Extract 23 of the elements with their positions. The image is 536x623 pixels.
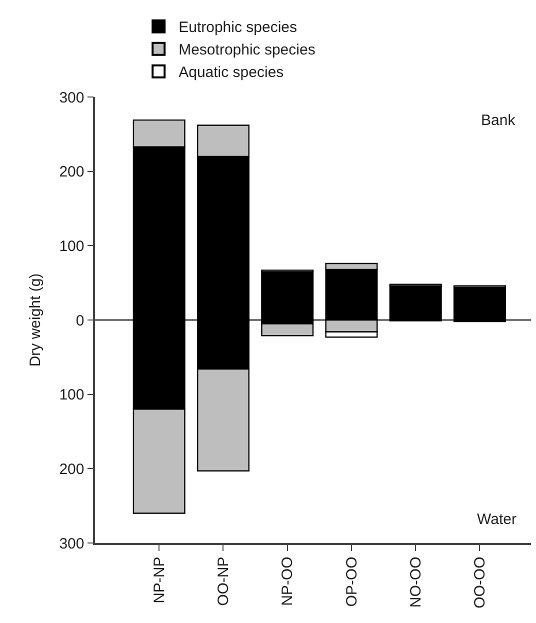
bar [453, 286, 506, 321]
y-tick-label: 100 [59, 238, 84, 255]
x-tick-label: NO-OO [407, 556, 424, 608]
y-tick-label: 300 [59, 89, 84, 106]
x-tick-label: NP-NP [150, 556, 168, 604]
y-axis-title: Dry weight (g) [26, 273, 44, 367]
legend-label: Aquatic species [178, 64, 284, 82]
annotation: Bank [481, 112, 516, 129]
y-tick-label: 200 [59, 164, 84, 181]
y-tick-label: 300 [59, 535, 84, 552]
bar [389, 285, 442, 321]
bar [261, 271, 314, 321]
bar [261, 323, 314, 336]
y-tick-label: 0 [76, 312, 84, 330]
x-tick-label: NP-OO [279, 556, 296, 606]
legend-label: Eutrophic species [178, 19, 298, 36]
x-tick-label: OO-OO [472, 556, 489, 608]
y-tick-label: 100 [59, 386, 84, 404]
x-tick-label: OO-NP [215, 556, 232, 606]
y-tick-label: 200 [59, 460, 84, 478]
legend-label: Mesotrophic species [178, 42, 316, 59]
annotation: Water [477, 511, 516, 528]
x-tick-label: OP-OO [343, 556, 360, 607]
